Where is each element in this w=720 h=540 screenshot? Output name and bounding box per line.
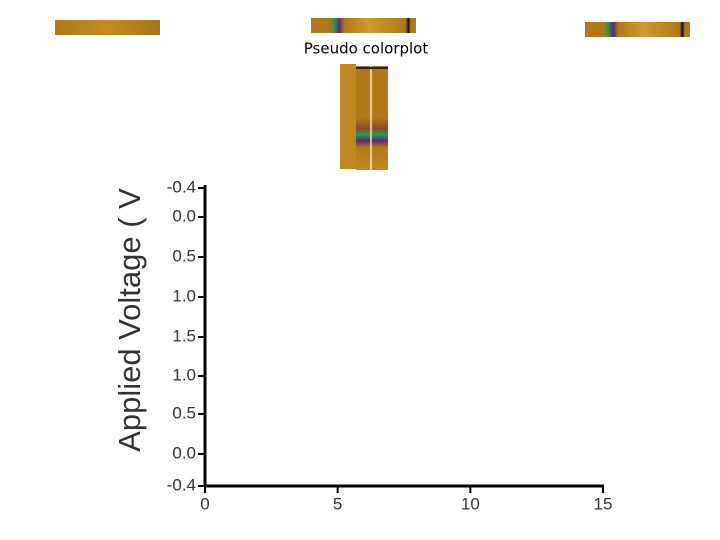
x-tick-label: 5 [333,494,342,513]
y-axis-title: Applied Voltage ( V [112,188,147,452]
y-tick-label: -0.4 [167,177,196,196]
y-tick-label: 0.0 [172,443,196,462]
colorplot-strip [585,22,690,37]
y-tick-label: 1.0 [172,365,196,384]
y-tick-label: 1.5 [172,326,196,345]
x-tick-label: 15 [594,494,613,513]
y-tick-label: 0.5 [172,403,196,422]
y-tick-label: -0.4 [167,475,196,494]
y-tick-label: 0.0 [172,206,196,225]
y-tick-label: 0.5 [172,246,196,265]
x-tick-label: 0 [200,494,209,513]
colorplot-strip [55,20,160,35]
caption: Pseudo colorplot [304,40,429,58]
colorplot-strip [311,18,416,33]
colorplot-image [340,64,388,170]
y-tick-label: 1.0 [172,286,196,305]
x-tick-label: 10 [461,494,480,513]
